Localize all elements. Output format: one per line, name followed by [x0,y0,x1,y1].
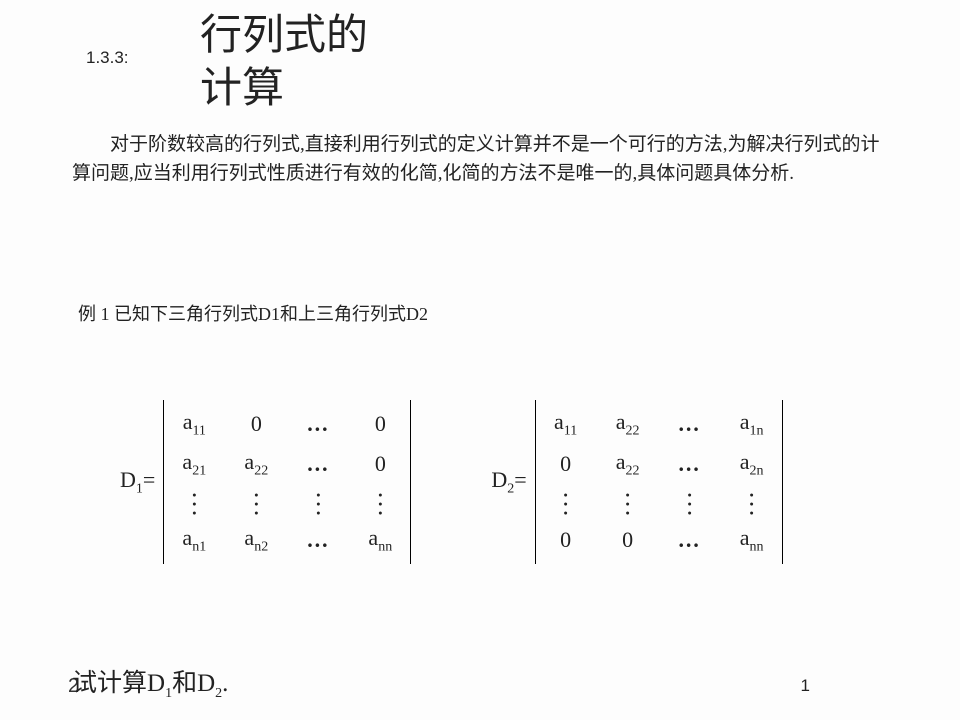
cell-ellh: … [670,411,710,437]
title-line-2: 计算 [200,66,284,112]
cell-vdots: ●●● [360,488,400,516]
a11-sub: 11 [192,423,205,438]
intro-paragraph: 对于阶数较高的行列式,直接利用行列式的定义计算并不是一个可行的方法,为解决行列式… [72,130,888,189]
d1-row4: an1 an2 … ann [174,520,400,560]
anns: nn [750,539,764,554]
d2-eq: = [514,467,526,492]
d2-label: D2= [491,467,526,497]
d1-row-dots: ●●● ●●● ●●● ●●● [174,484,400,520]
task-line: 试计算D1和D2. [72,663,228,702]
a11b: a [554,409,564,434]
cell-vdots: ●●● [298,488,338,516]
a1ns: 1n [750,423,764,438]
a11-base: a [183,409,193,434]
cell-vdots: ●●● [236,488,276,516]
cell-ellh: … [298,411,338,437]
an2-base: a [244,525,254,550]
a2nb: a [740,449,750,474]
ann-base: a [368,525,378,550]
d1-block: D1= a11 0 … 0 a21 a22 … 0 ●●● ●●● [120,400,411,564]
a1nb: a [740,409,750,434]
task-d2: D2 [197,670,222,697]
a21-sub: 21 [192,463,206,478]
a22-sub: 22 [254,463,268,478]
cell-a2n: a2n [732,449,772,479]
cell-vdots: ●●● [608,488,648,516]
task-period: . [222,670,228,697]
d1-label: D1= [120,467,155,497]
a22s: 22 [626,423,640,438]
a21-base: a [182,449,192,474]
cell-a22: a22 [608,409,648,439]
cell-an1: an1 [174,525,214,555]
cell-zero: 0 [236,411,276,437]
task-d1: D1 [147,670,172,697]
an1-base: a [182,525,192,550]
cell-a22: a22 [608,449,648,479]
a22b: a [616,409,626,434]
an1-sub: n1 [192,539,206,554]
cell-vdots: ●●● [174,488,214,516]
an2-sub: n2 [254,539,268,554]
cell-ann: ann [732,525,772,555]
a2ns: 2n [750,463,764,478]
d1-var: D [120,467,136,492]
d2-row2: 0 a22 … a2n [546,444,772,484]
cell-a22: a22 [236,449,276,479]
d2-matrix: a11 a22 … a1n 0 a22 … a2n ●●● ●●● ●●● ●●… [535,400,783,564]
cell-a1n: a1n [732,409,772,439]
title-line-1: 行列式的 [200,13,368,59]
cell-a11: a11 [174,409,214,439]
d2-row4: 0 0 … ann [546,520,772,560]
d1-eq: = [143,467,155,492]
task-and: 和 [172,670,197,697]
d1-matrix: a11 0 … 0 a21 a22 … 0 ●●● ●●● ●●● ●●● [163,400,411,564]
d2-row-dots: ●●● ●●● ●●● ●●● [546,484,772,520]
cell-zero: 0 [360,411,400,437]
page-title: 行列式的 计算 [200,10,368,115]
cell-vdots: ●●● [732,488,772,516]
example-label: 例 1 已知下三角行列式D1和上三角行列式D2 [78,300,428,326]
cell-ann: ann [360,525,400,555]
matrix-row: D1= a11 0 … 0 a21 a22 … 0 ●●● ●●● [120,400,783,564]
cell-ellh: … [298,451,338,477]
cell-a11: a11 [546,409,586,439]
cell-zero: 0 [360,451,400,477]
task-prefix: 试计算 [72,670,147,697]
cell-zero: 0 [546,527,586,553]
a11s: 11 [564,423,577,438]
annb: a [740,525,750,550]
cell-vdots: ●●● [546,488,586,516]
cell-zero: 0 [546,451,586,477]
d2-block: D2= a11 a22 … a1n 0 a22 … a2n ●●● ●●● [491,400,782,564]
section-number: 1.3.3: [86,48,129,68]
task-d1-var: D [147,670,165,697]
cell-vdots: ●●● [670,488,710,516]
a22b2: a [616,449,626,474]
cell-ellh: … [670,527,710,553]
cell-a21: a21 [174,449,214,479]
d1-row2: a21 a22 … 0 [174,444,400,484]
d1-sub: 1 [136,481,143,496]
ann-sub: nn [378,539,392,554]
page-number: 1 [801,676,810,696]
a22s2: 22 [626,463,640,478]
cell-ellh: … [670,451,710,477]
d2-row1: a11 a22 … a1n [546,404,772,444]
task-d2-var: D [197,670,215,697]
cell-zero: 0 [608,527,648,553]
d2-var: D [491,467,507,492]
cell-an2: an2 [236,525,276,555]
d1-row1: a11 0 … 0 [174,404,400,444]
cell-ellh: … [298,527,338,553]
a22-base: a [244,449,254,474]
